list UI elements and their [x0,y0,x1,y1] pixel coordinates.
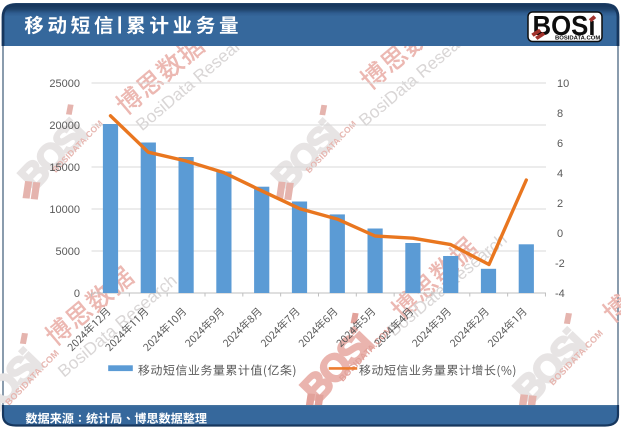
svg-text:20000: 20000 [49,120,80,132]
svg-text:-4: -4 [555,288,565,300]
svg-text:6: 6 [557,138,563,150]
svg-text:15000: 15000 [49,162,80,174]
svg-text:-2: -2 [555,258,565,270]
svg-text:BOSIDATA.COM: BOSIDATA.COM [555,36,600,42]
svg-text:0: 0 [74,288,80,300]
svg-text:8: 8 [557,108,563,120]
svg-text:5000: 5000 [56,246,80,258]
svg-text:2: 2 [557,198,563,210]
svg-text:10: 10 [557,78,569,90]
svg-text:4: 4 [557,168,563,180]
svg-text:10000: 10000 [49,204,80,216]
svg-text:0: 0 [557,228,563,240]
svg-text:25000: 25000 [49,78,80,90]
